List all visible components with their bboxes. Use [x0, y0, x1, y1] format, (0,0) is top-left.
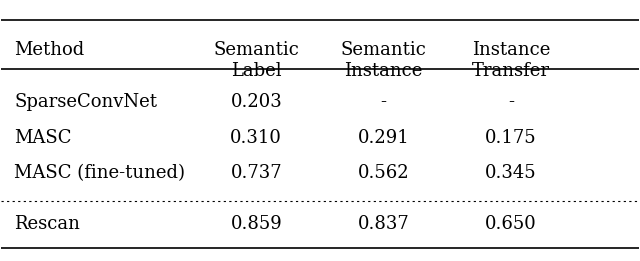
Text: 0.650: 0.650 [485, 215, 537, 233]
Text: 0.837: 0.837 [358, 215, 410, 233]
Text: 0.310: 0.310 [230, 128, 282, 146]
Text: 0.859: 0.859 [230, 215, 282, 233]
Text: Rescan: Rescan [14, 215, 80, 233]
Text: 0.203: 0.203 [230, 93, 282, 111]
Text: Semantic
Label: Semantic Label [213, 41, 300, 80]
Text: Semantic
Instance: Semantic Instance [340, 41, 427, 80]
Text: 0.737: 0.737 [230, 164, 282, 182]
Text: 0.291: 0.291 [358, 128, 410, 146]
Text: -: - [381, 93, 387, 111]
Text: 0.345: 0.345 [485, 164, 537, 182]
Text: Method: Method [14, 41, 84, 59]
Text: MASC: MASC [14, 128, 72, 146]
Text: 0.175: 0.175 [485, 128, 537, 146]
Text: SparseConvNet: SparseConvNet [14, 93, 157, 111]
Text: 0.562: 0.562 [358, 164, 410, 182]
Text: MASC (fine-tuned): MASC (fine-tuned) [14, 164, 185, 182]
Text: Instance
Transfer: Instance Transfer [472, 41, 550, 80]
Text: -: - [508, 93, 514, 111]
